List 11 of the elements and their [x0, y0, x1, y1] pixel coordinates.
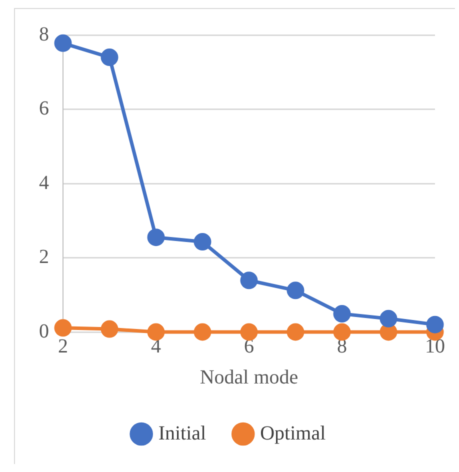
- y-tick-label: 0: [39, 320, 49, 342]
- x-tick-label: 4: [151, 335, 161, 358]
- legend-label: Initial: [158, 422, 207, 444]
- y-tick-label: 2: [39, 246, 49, 268]
- legend-label: Optimal: [260, 422, 326, 444]
- y-tick-label: 8: [39, 23, 49, 46]
- x-axis-title: Nodal mode: [200, 366, 298, 388]
- x-tick-label: 2: [58, 335, 68, 358]
- x-tick-label: 10: [425, 335, 445, 358]
- y-tick-label: 4: [39, 172, 49, 194]
- y-tick-label: 6: [39, 98, 49, 120]
